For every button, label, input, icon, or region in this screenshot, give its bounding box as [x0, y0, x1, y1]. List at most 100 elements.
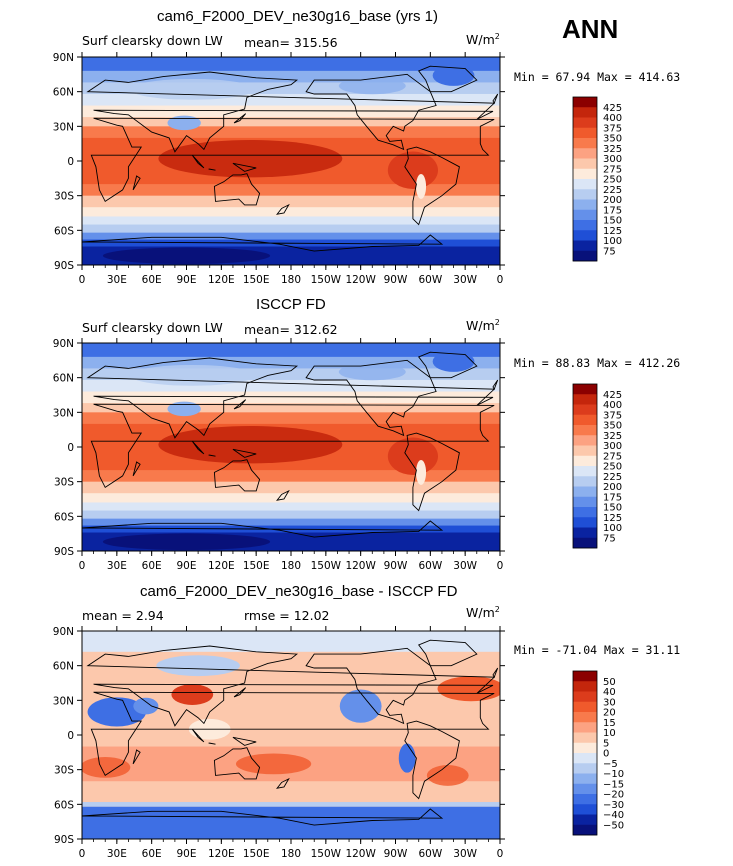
colorbar-label: 225 [603, 472, 622, 483]
mean-label: mean= 315.56 [244, 35, 338, 50]
min-max-label: Min = 67.94 Max = 414.63 [514, 70, 681, 84]
colorbar-swatch [573, 435, 597, 446]
y-tick-label: 30N [53, 695, 74, 707]
min-max-label: Min = -71.04 Max = 31.11 [514, 643, 681, 657]
panel-title: cam6_F2000_DEV_ne30g16_base (yrs 1) [157, 8, 439, 25]
colorbar-swatch [573, 671, 597, 682]
colorbar-swatch [573, 691, 597, 703]
y-tick-label: 90S [54, 260, 74, 272]
colorbar-swatch [573, 138, 597, 149]
colorbar-label: 325 [603, 431, 622, 442]
x-tick-label: 150E [243, 848, 270, 860]
y-tick-label: 0 [67, 442, 74, 454]
variable-label: Surf clearsky down LW [82, 320, 223, 335]
x-tick-label: 0 [79, 560, 86, 572]
colorbar-label: 375 [603, 410, 622, 421]
colorbar-label: 425 [603, 390, 622, 401]
x-tick-label: 120W [345, 848, 376, 860]
colorbar-label: 100 [603, 236, 622, 247]
colorbar-label: 175 [603, 205, 622, 216]
x-tick-label: 60W [418, 274, 442, 286]
panel-title: ISCCP FD [256, 296, 326, 313]
colorbar-label: 250 [603, 462, 622, 473]
colorbar-swatch [573, 414, 597, 426]
map-panel-3: 0 30E 60E 90E 120E 150E 180 150W 120W 90W 60W 30W 09… [53, 626, 624, 860]
x-tick-label: 120W [345, 560, 376, 572]
x-tick-label: 30E [107, 274, 127, 286]
y-tick-label: 30S [54, 191, 74, 203]
x-tick-label: 0 [79, 848, 86, 860]
colorbar-swatch [573, 230, 597, 241]
y-tick-label: 90N [53, 626, 74, 638]
season-label: ANN [562, 14, 619, 44]
units-label: W/m2 [466, 32, 500, 48]
x-tick-label: 120E [208, 560, 235, 572]
colorbar-label: 250 [603, 175, 622, 186]
colorbar-swatch [573, 158, 597, 170]
colorbar-swatch [573, 476, 597, 487]
y-tick-label: 90N [53, 52, 74, 64]
y-tick-label: 90S [54, 546, 74, 558]
colorbar-swatch [573, 753, 597, 764]
colorbar-label: 10 [603, 728, 616, 739]
colorbar-label: −15 [603, 779, 624, 790]
x-tick-label: 60W [418, 848, 442, 860]
contour-field [82, 631, 500, 839]
colorbar-swatch [573, 527, 597, 539]
x-tick-label: 60E [142, 560, 162, 572]
colorbar-swatch [573, 240, 597, 252]
colorbar-swatch [573, 742, 597, 754]
x-tick-label: 90W [384, 274, 408, 286]
colorbar-swatch [573, 773, 597, 785]
colorbar-label: 125 [603, 513, 622, 524]
y-tick-label: 60S [54, 511, 74, 523]
colorbar-label: 30 [603, 697, 616, 708]
colorbar-swatch [573, 384, 597, 395]
y-tick-label: 60S [54, 799, 74, 811]
x-tick-label: 90E [177, 274, 197, 286]
colorbar-frame [572, 670, 598, 836]
x-tick-label: 30W [453, 560, 477, 572]
colorbar-label: 300 [603, 154, 622, 165]
colorbar-swatch [573, 117, 597, 129]
colorbar-swatch [573, 445, 597, 457]
colorbar-label: 400 [603, 113, 622, 124]
colorbar-label: −5 [603, 759, 618, 770]
colorbar-swatch [573, 681, 597, 692]
y-tick-label: 30N [53, 121, 74, 133]
y-tick-label: 90N [53, 338, 74, 350]
y-tick-label: 90S [54, 834, 74, 846]
x-tick-label: 150W [311, 848, 342, 860]
colorbar-swatch [573, 455, 597, 467]
colorbar-label: 75 [603, 246, 616, 257]
colorbar-swatch [573, 209, 597, 221]
rmse-label: rmse = 12.02 [244, 608, 330, 623]
y-tick-label: 0 [67, 156, 74, 168]
colorbar: 4254003753503253002752502252001751501251… [572, 383, 622, 549]
colorbar-swatch [573, 394, 597, 405]
x-tick-label: 0 [497, 274, 504, 286]
colorbar-label: 15 [603, 718, 616, 729]
mean-label: mean= 312.62 [244, 322, 338, 337]
colorbar-label: 275 [603, 451, 622, 462]
colorbar-swatch [573, 189, 597, 200]
units-label: W/m2 [466, 318, 500, 334]
y-tick-label: 30S [54, 477, 74, 489]
colorbar-label: 150 [603, 216, 622, 227]
x-tick-label: 0 [79, 274, 86, 286]
colorbar-swatch [573, 763, 597, 774]
x-tick-label: 120W [345, 274, 376, 286]
y-tick-label: 60S [54, 225, 74, 237]
coastlines [82, 639, 499, 839]
colorbar-label: 200 [603, 482, 622, 493]
colorbar-swatch [573, 168, 597, 180]
colorbar-swatch [573, 250, 597, 262]
colorbar-swatch [573, 814, 597, 826]
x-tick-label: 180 [281, 560, 301, 572]
x-tick-label: 60W [418, 560, 442, 572]
x-tick-label: 0 [497, 560, 504, 572]
colorbar-swatch [573, 496, 597, 508]
x-tick-label: 120E [208, 848, 235, 860]
y-tick-label: 60N [53, 87, 74, 99]
